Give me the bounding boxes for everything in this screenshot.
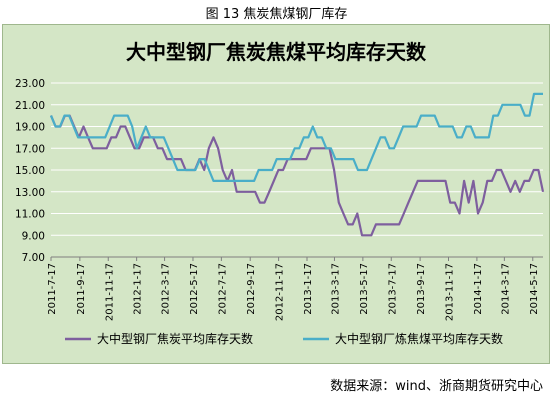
legend-label-1: 大中型钢厂炼焦煤平均库存天数 xyxy=(335,331,503,346)
y-tick-label: 11.00 xyxy=(15,209,45,221)
series-line-1 xyxy=(49,92,543,182)
y-tick-label: 9.00 xyxy=(22,230,45,242)
axes: 7.00 9.00 11.00 13.00 15.00 17.00 19.00 21.00 23… xyxy=(15,78,543,321)
x-tick-label: 2011-11-17 xyxy=(104,263,115,321)
figure-caption: 图 13 焦炭焦煤钢厂库存 xyxy=(205,7,348,22)
legend-label-0: 大中型钢厂焦炭平均库存天数 xyxy=(97,331,253,346)
series-line-0 xyxy=(49,114,545,237)
x-tick-label: 2013-9-17 xyxy=(416,263,427,315)
x-tick-label: 2012-1-17 xyxy=(133,263,144,315)
y-tick-label: 7.00 xyxy=(22,252,45,264)
y-tick-label: 23.00 xyxy=(15,78,45,90)
x-tick-label: 2012-7-17 xyxy=(217,263,228,315)
y-tick-label: 19.00 xyxy=(15,122,45,134)
line-chart: 大中型钢厂焦炭焦煤平均库存天数 7.00 9.00 11.00 13.00 15.00 1… xyxy=(15,40,545,346)
x-tick-label: 2012-11-17 xyxy=(275,263,286,321)
x-tick-label: 2011-9-17 xyxy=(76,263,87,315)
x-tick-label: 2013-7-17 xyxy=(387,263,398,315)
chart-frame: 大中型钢厂焦炭焦煤平均库存天数 7.00 9.00 11.00 13.00 15.00 1… xyxy=(2,24,550,364)
x-tick-label: 2012-5-17 xyxy=(189,263,200,315)
x-tick-label: 2014-1-17 xyxy=(473,263,484,315)
x-tick-label: 2013-1-17 xyxy=(303,263,314,315)
y-tick-label: 21.00 xyxy=(15,100,45,112)
x-tick-label: 2013-11-17 xyxy=(445,263,456,321)
legend: 大中型钢厂焦炭平均库存天数 大中型钢厂炼焦煤平均库存天数 xyxy=(65,331,503,346)
x-tick-label: 2012-3-17 xyxy=(161,263,172,315)
x-tick-label: 2013-3-17 xyxy=(330,263,341,315)
series-lines xyxy=(49,92,545,237)
x-tick-label: 2014-5-17 xyxy=(529,263,540,315)
y-tick-label: 13.00 xyxy=(15,187,45,199)
source-note: 数据来源：wind、浙商期货研究中心 xyxy=(330,379,543,394)
x-tick-label: 2014-3-17 xyxy=(500,263,511,315)
chart-title: 大中型钢厂焦炭焦煤平均库存天数 xyxy=(126,40,427,64)
y-tick-label: 15.00 xyxy=(15,165,45,177)
y-tick-label: 17.00 xyxy=(15,143,45,155)
x-tick-label: 2013-5-17 xyxy=(359,263,370,315)
x-tick-label: 2011-7-17 xyxy=(47,263,58,315)
x-tick-label: 2012-9-17 xyxy=(246,263,257,315)
gridlines xyxy=(51,82,543,258)
